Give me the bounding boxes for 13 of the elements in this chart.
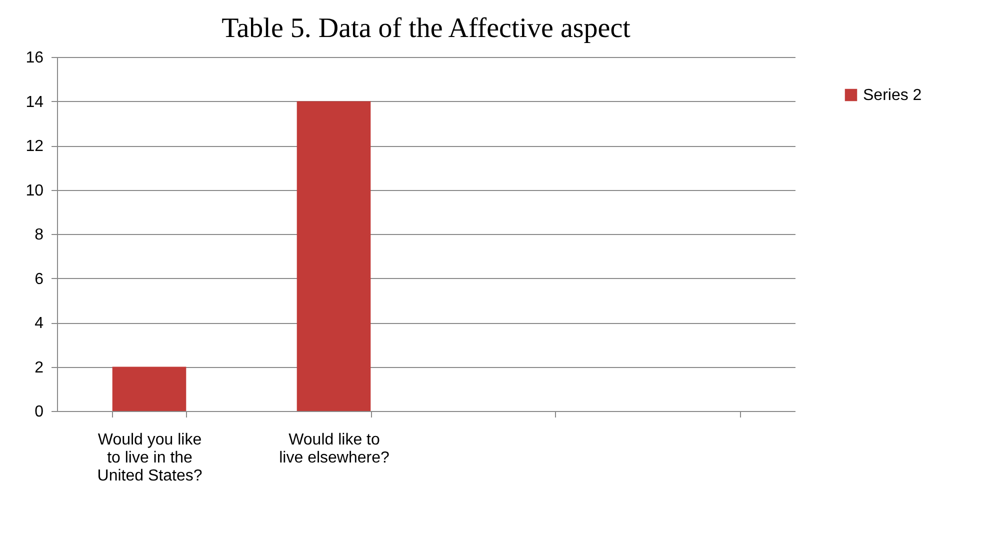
x-tick-label: Would you like to live in the United States? <box>97 432 202 484</box>
chart-title: Table 5. Data of the Affective aspect <box>222 13 631 44</box>
legend-label: Series 2 <box>863 87 922 104</box>
y-tick-label: 12 <box>26 138 44 155</box>
y-tick-label: 0 <box>34 404 44 420</box>
y-tick-label: 8 <box>34 226 44 244</box>
y-tick-label: 2 <box>34 359 44 376</box>
y-tick-label: 16 <box>26 50 44 66</box>
x-tick-label: Would like to live elsewhere? <box>279 432 390 466</box>
y-tick-label: 6 <box>34 270 44 288</box>
y-tick-label: 14 <box>26 94 44 111</box>
y-tick-label: 10 <box>26 182 44 200</box>
y-tick-label: 4 <box>34 315 44 332</box>
